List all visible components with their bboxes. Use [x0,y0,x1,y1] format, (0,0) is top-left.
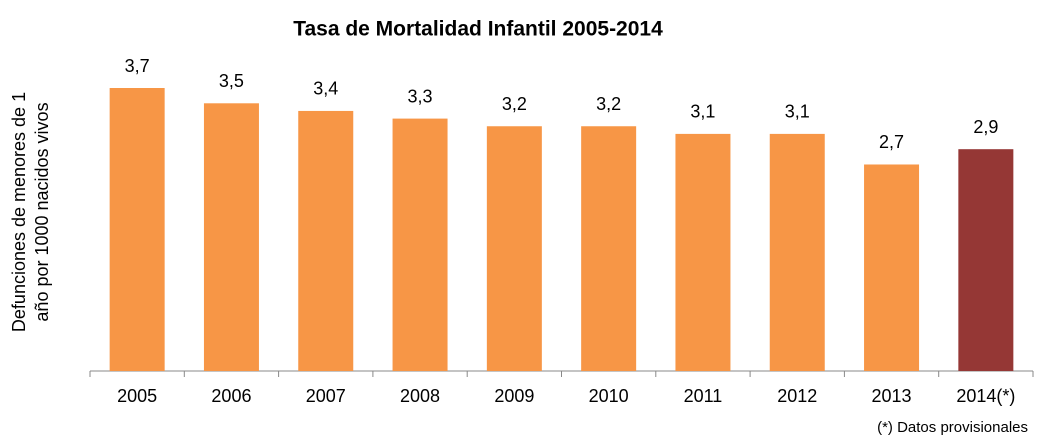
x-tick-label: 2007 [306,386,346,406]
x-tick-label: 2014(*) [956,386,1015,406]
bar [675,133,731,371]
value-label: 3,7 [125,56,150,76]
x-tick-label: 2008 [400,386,440,406]
value-label: 3,5 [219,71,244,91]
x-tick-label: 2013 [872,386,912,406]
bar [203,103,259,371]
value-label: 3,4 [313,79,338,99]
x-tick-label: 2005 [117,386,157,406]
x-tick-label: 2006 [211,386,251,406]
chart-title: Tasa de Mortalidad Infantil 2005-2014 [293,18,663,41]
bar [581,126,637,371]
x-tick-label: 2010 [589,386,629,406]
bar [109,88,165,371]
value-label: 3,3 [408,86,433,106]
bar [769,133,825,371]
value-label: 2,9 [973,117,998,137]
value-label: 3,1 [785,102,810,122]
x-tick-label: 2009 [494,386,534,406]
y-axis-label-line: Defunciones de menores de 1 [9,92,29,332]
bar [486,126,542,371]
bar [864,164,920,371]
value-label: 3,1 [690,102,715,122]
x-tick-label: 2011 [684,386,723,406]
y-axis-label: Defunciones de menores de 1 año por 1000… [9,92,52,332]
value-label: 2,7 [879,132,904,152]
value-label: 3,2 [596,94,621,114]
y-axis-label-line: año por 1000 nacidos vivos [32,102,52,321]
bar [958,149,1014,371]
bar [298,110,354,371]
value-label: 3,2 [502,94,527,114]
footnote: (*) Datos provisionales [877,419,1028,436]
bar [392,118,448,371]
x-tick-label: 2012 [777,386,817,406]
